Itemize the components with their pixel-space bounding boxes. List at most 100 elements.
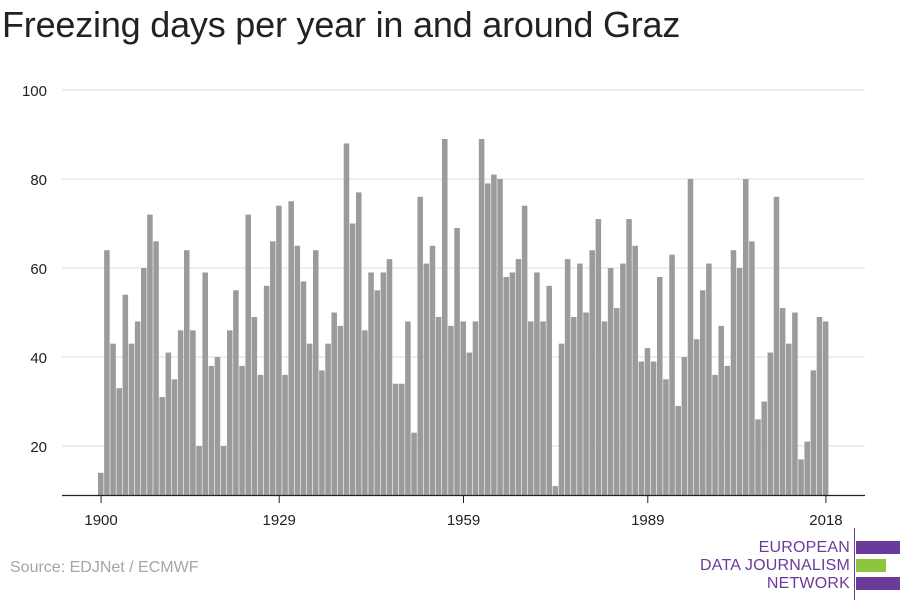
bar-1955 (435, 316, 442, 495)
bar-1989 (644, 348, 651, 495)
bar-1996 (687, 179, 694, 495)
bar-1924 (245, 214, 251, 495)
bar-1929 (276, 205, 282, 495)
bar-1959 (460, 321, 466, 495)
bar-1939 (337, 325, 344, 495)
y-tick-label: 40 (30, 350, 47, 367)
bar-1927 (263, 285, 270, 495)
y-tick-label: 80 (30, 172, 47, 189)
bar-chart: 20 40 60 80 100 1900 1929 1959 1989 2018 (22, 83, 865, 529)
bar-2001 (718, 325, 724, 495)
bar-1988 (638, 361, 645, 495)
bar-1913 (177, 330, 184, 495)
bar-2000 (712, 374, 718, 495)
logo-line-1: EUROPEAN (758, 539, 850, 556)
bar-2006 (749, 241, 755, 495)
bar-2013 (792, 312, 798, 495)
bar-1926 (257, 374, 264, 495)
bar-1941 (349, 223, 356, 495)
bar-1984 (614, 308, 620, 495)
bar-1907 (141, 268, 147, 495)
x-tick-label: 1989 (631, 512, 664, 529)
bar-1936 (319, 370, 325, 495)
bar-1910 (159, 397, 165, 495)
bar-1930 (282, 374, 288, 495)
bar-1903 (116, 388, 122, 495)
bar-1990 (650, 361, 657, 495)
bar-1986 (626, 219, 632, 495)
bar-1914 (184, 250, 190, 495)
bar-2015 (804, 441, 810, 495)
bar-1905 (128, 343, 135, 495)
bar-1963 (485, 183, 491, 495)
bar-1956 (442, 138, 448, 495)
bar-1998 (700, 290, 706, 495)
bar-1921 (227, 330, 233, 495)
source-note: Source: EDJNet / ECMWF (10, 559, 199, 576)
bar-1954 (429, 245, 436, 495)
bar-1958 (454, 227, 460, 495)
bar-1933 (300, 281, 307, 495)
bar-1966 (503, 276, 509, 495)
x-tick-label: 1959 (447, 512, 480, 529)
bar-1917 (202, 272, 208, 495)
bar-1942 (356, 192, 362, 496)
bar-1967 (509, 272, 516, 495)
y-tick-label: 100 (22, 83, 47, 100)
bar-1932 (294, 245, 301, 495)
bar-1944 (368, 272, 374, 495)
bar-1999 (706, 263, 712, 495)
bar-1937 (325, 343, 331, 495)
bar-1912 (171, 379, 178, 495)
bar-1901 (104, 250, 110, 495)
bar-1982 (601, 321, 608, 495)
x-tick-label: 2018 (809, 512, 842, 529)
bar-1975 (558, 343, 565, 495)
bar-2018 (822, 321, 829, 495)
x-axis: 1900 1929 1959 1989 2018 (62, 494, 865, 529)
bar-2002 (724, 365, 731, 495)
edjnet-logo[interactable]: EUROPEAN DATA JOURNALISM NETWORK (700, 528, 900, 600)
bar-1950 (405, 321, 411, 495)
bar-2010 (773, 196, 780, 495)
bar-1960 (466, 352, 473, 495)
bar-2005 (743, 179, 749, 495)
bar-1946 (380, 272, 387, 495)
bar-1911 (165, 352, 172, 495)
bar-1992 (663, 379, 669, 495)
bar-1923 (239, 365, 245, 495)
bar-2003 (730, 250, 737, 495)
bar-1976 (564, 259, 571, 495)
bar-1904 (122, 294, 129, 495)
bar-1940 (343, 143, 350, 495)
bar-1920 (220, 446, 227, 495)
bar-1947 (386, 259, 393, 495)
y-tick-label: 60 (30, 261, 47, 278)
x-tick-label: 1929 (263, 512, 296, 529)
bar-1970 (528, 321, 534, 495)
bar-1991 (657, 276, 663, 495)
bar-2012 (786, 343, 792, 495)
bar-1928 (270, 241, 276, 495)
bar-1957 (448, 325, 454, 495)
x-tick-label: 1900 (84, 512, 117, 529)
bar-1961 (472, 321, 479, 495)
bar-1934 (306, 343, 313, 495)
bar-1971 (534, 272, 540, 495)
bar-1922 (233, 290, 239, 495)
bar-1993 (669, 254, 675, 495)
bar-1909 (153, 241, 159, 495)
bar-2017 (816, 316, 823, 495)
chart-title: Freezing days per year in and around Gra… (2, 4, 681, 45)
bar-1978 (577, 263, 583, 495)
bar-1906 (134, 321, 141, 495)
bar-2016 (810, 370, 817, 495)
bar-1972 (540, 321, 546, 495)
bar-2004 (736, 268, 743, 495)
bar-1977 (571, 316, 577, 495)
bar-2008 (761, 401, 767, 495)
bar-1919 (214, 357, 221, 495)
bar-1949 (399, 383, 405, 495)
bar-1980 (589, 250, 595, 495)
bar-2007 (755, 419, 761, 495)
